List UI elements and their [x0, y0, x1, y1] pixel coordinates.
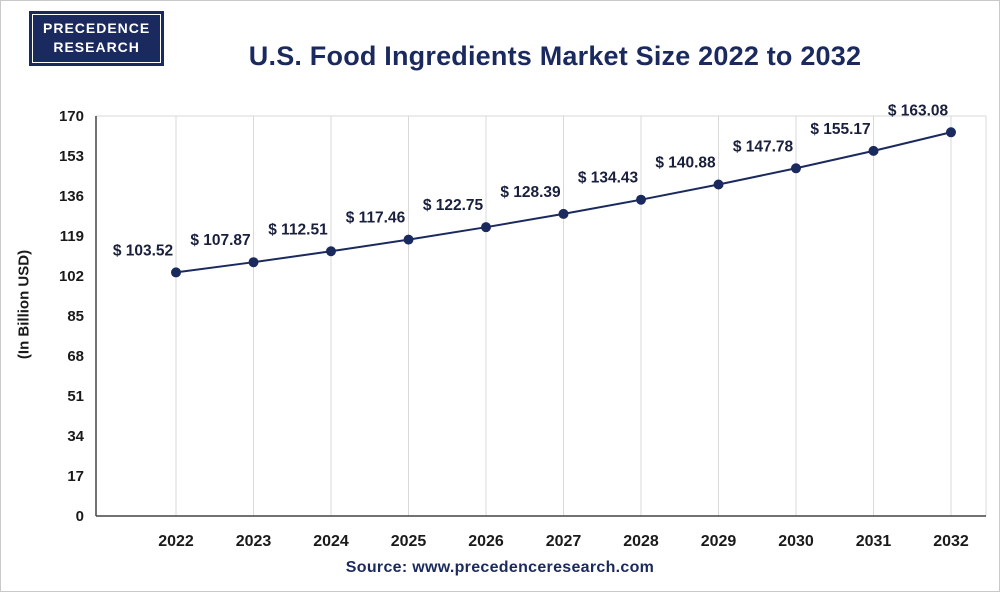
y-tick-label: 119 [60, 228, 84, 245]
data-point-label: $ 112.51 [268, 221, 328, 238]
logo-text-line1: PRECEDENCE [43, 20, 151, 36]
data-point [868, 145, 879, 156]
data-point-label: $ 140.88 [655, 155, 716, 172]
y-tick-label: 85 [67, 308, 84, 325]
chart-title: U.S. Food Ingredients Market Size 2022 t… [248, 41, 862, 71]
source-text: Source: www.precedenceresearch.com [345, 559, 655, 576]
x-tick-label: 2022 [158, 533, 194, 550]
data-point-label: $ 155.17 [810, 121, 870, 138]
y-tick-label: 136 [59, 188, 84, 205]
data-point [636, 194, 646, 205]
x-tick-label: 2023 [236, 533, 272, 550]
data-point-label: $ 128.39 [500, 184, 561, 201]
y-tick-label: 17 [67, 468, 84, 485]
x-tick-label: 2031 [856, 533, 892, 550]
data-point-label: $ 147.78 [733, 138, 794, 155]
data-point [946, 127, 956, 138]
x-tick-label: 2028 [623, 533, 659, 550]
y-tick-label: 0 [76, 508, 84, 525]
x-tick-label: 2026 [468, 533, 504, 550]
x-tick-label: 2025 [391, 533, 427, 550]
data-point-label: $ 163.08 [888, 102, 949, 119]
y-tick-label: 51 [67, 388, 84, 405]
x-tick-label: 2032 [933, 533, 969, 550]
x-tick-label: 2030 [778, 533, 814, 550]
data-point [713, 179, 724, 190]
data-point [481, 222, 491, 233]
x-tick-label: 2027 [546, 533, 582, 550]
data-point [171, 267, 181, 278]
y-tick-label: 102 [59, 268, 84, 285]
x-tick-label: 2024 [313, 533, 349, 550]
data-point-label: $ 103.52 [113, 242, 173, 259]
plot-border [95, 115, 987, 517]
data-point-label: $ 134.43 [578, 170, 639, 187]
data-point [558, 208, 569, 219]
y-tick-label: 170 [59, 108, 84, 125]
data-point-label: $ 122.75 [423, 197, 484, 214]
data-point [403, 234, 414, 245]
data-point [248, 257, 259, 268]
y-tick-label: 153 [59, 148, 84, 165]
y-tick-label: 68 [67, 348, 84, 365]
logo-text-line2: RESEARCH [53, 39, 140, 55]
data-point-label: $ 107.87 [190, 232, 250, 249]
x-tick-label: 2029 [701, 533, 737, 550]
precedence-research-logo: PRECEDENCE RESEARCH [29, 11, 165, 66]
data-point [791, 163, 801, 174]
logo-border: PRECEDENCE RESEARCH [32, 14, 162, 63]
data-point-label: $ 117.46 [346, 210, 406, 227]
y-tick-label: 34 [67, 428, 84, 445]
data-point [326, 246, 336, 257]
